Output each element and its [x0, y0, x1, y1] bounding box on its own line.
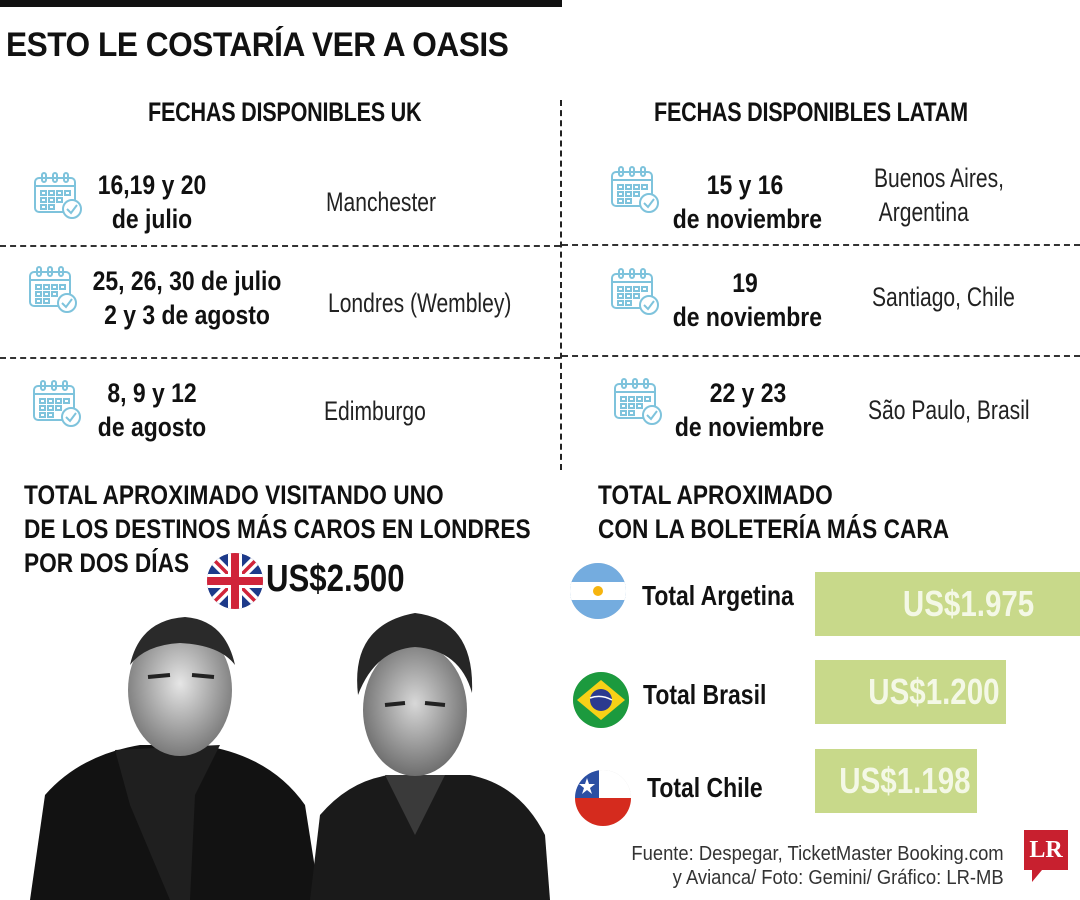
- uk-dates: 16,19 y 20 de julio: [97, 170, 207, 234]
- calendar-check-icon: [614, 378, 662, 425]
- page-title: ESTO LE COSTARÍA VER A OASIS: [6, 26, 509, 64]
- latam-city: Santiago, Chile: [872, 282, 1015, 312]
- total-amount-chile: US$1.198: [839, 760, 971, 801]
- row-divider: [0, 245, 560, 247]
- total-amount-brazil: US$1.200: [868, 671, 1000, 712]
- row-divider: [562, 244, 1080, 246]
- band-photo: [30, 613, 550, 900]
- calendar-check-icon: [29, 266, 77, 313]
- source-credit: Fuente: Despegar, TicketMaster Booking.c…: [631, 843, 1004, 889]
- uk-city: Manchester: [326, 187, 437, 217]
- uk-city: Londres (Wembley): [328, 288, 512, 318]
- total-amount-argentina: US$1.975: [902, 583, 1035, 624]
- lr-logo: LR: [1024, 830, 1068, 870]
- row-divider: [562, 355, 1080, 357]
- latam-city: Buenos Aires, Argentina: [874, 163, 1004, 227]
- latam-dates: 19 de noviembre: [672, 268, 822, 332]
- column-divider: [560, 100, 562, 470]
- chile-flag-icon: [575, 770, 631, 826]
- lr-logo-tail: [1032, 870, 1042, 882]
- country-label-chile: Total Chile: [647, 772, 763, 803]
- total-bar-brazil: US$1.200: [815, 660, 1006, 724]
- latam-total-heading: TOTAL APROXIMADO CON LA BOLETERÍA MÁS CA…: [598, 480, 950, 544]
- calendar-check-icon: [34, 172, 82, 219]
- country-label-argentina: Total Argetina: [642, 580, 794, 611]
- total-bar-argentina: US$1.975: [815, 572, 1080, 636]
- uk-dates: 25, 26, 30 de julio 2 y 3 de agosto: [92, 266, 282, 330]
- latam-dates: 15 y 16 de noviembre: [672, 170, 822, 234]
- brazil-flag-icon: [573, 672, 629, 728]
- total-bar-chile: US$1.198: [815, 749, 977, 813]
- calendar-check-icon: [611, 268, 659, 315]
- uk-total-heading: TOTAL APROXIMADO VISITANDO UNO DE LOS DE…: [24, 480, 531, 578]
- uk-dates: 8, 9 y 12 de agosto: [97, 378, 207, 442]
- top-rule: [0, 0, 562, 7]
- uk-flag-icon: [207, 553, 263, 609]
- latam-dates-heading: FECHAS DISPONIBLES LATAM: [654, 97, 968, 127]
- row-divider: [0, 357, 560, 359]
- calendar-check-icon: [33, 380, 81, 427]
- latam-city: São Paulo, Brasil: [868, 395, 1030, 425]
- calendar-check-icon: [611, 166, 659, 213]
- country-label-brazil: Total Brasil: [643, 679, 767, 710]
- uk-total-amount: US$2.500: [266, 558, 405, 600]
- uk-city: Edimburgo: [324, 396, 426, 426]
- latam-dates: 22 y 23 de noviembre: [674, 378, 825, 442]
- argentina-flag-icon: [570, 563, 626, 619]
- uk-dates-heading: FECHAS DISPONIBLES UK: [148, 97, 422, 127]
